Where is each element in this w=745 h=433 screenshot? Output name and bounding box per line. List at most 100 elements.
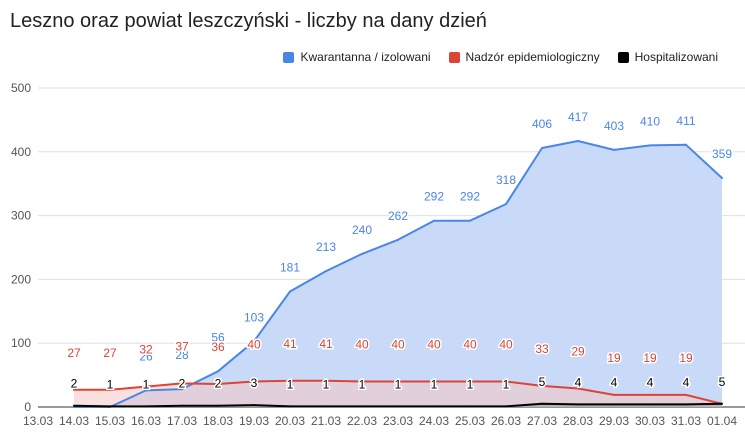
data-point <box>253 340 255 343</box>
data-point <box>433 380 435 383</box>
data-label: 240 <box>352 223 372 237</box>
data-label: 4 <box>647 375 654 389</box>
data-label: 359 <box>712 147 732 161</box>
data-point <box>109 388 111 391</box>
y-tick-label: 400 <box>11 145 31 159</box>
axis-layer: 0 100 200 300 400 500 13.03 14.03 15.03 16.03 17.0… <box>11 81 737 428</box>
data-label: 40 <box>391 337 405 351</box>
data-point <box>685 393 687 396</box>
data-label: 33 <box>535 342 549 356</box>
data-point <box>577 139 579 142</box>
data-point <box>397 405 399 408</box>
data-label: 36 <box>211 340 225 354</box>
x-tick-label: 17.03 <box>167 414 197 428</box>
legend-swatch-quarantine <box>283 51 295 63</box>
x-tick-label: 22.03 <box>347 414 377 428</box>
legend-item-quarantine[interactable]: Kwarantanna / izolowani <box>283 50 431 64</box>
data-label: 292 <box>424 190 444 204</box>
data-point <box>541 146 543 149</box>
data-label: 181 <box>280 261 300 275</box>
data-point <box>577 387 579 390</box>
chart-title: Leszno oraz powiat leszczyński - liczby … <box>10 10 487 32</box>
data-label: 2 <box>179 377 186 391</box>
legend-label-quarantine: Kwarantanna / izolowani <box>300 50 431 64</box>
data-label: 28 <box>175 348 189 362</box>
data-label: 411 <box>676 114 695 128</box>
data-point <box>361 252 363 255</box>
x-tick-label: 20.03 <box>275 414 305 428</box>
data-label: 3 <box>251 376 258 390</box>
data-label: 56 <box>211 330 225 344</box>
y-tick-label: 500 <box>11 81 31 95</box>
legend-label-hospitalized: Hospitalizowani <box>634 50 718 64</box>
y-tick-label: 300 <box>11 209 31 223</box>
data-point <box>361 405 363 408</box>
data-point <box>289 405 291 408</box>
data-point <box>361 380 363 383</box>
data-label: 292 <box>460 190 480 204</box>
data-point <box>649 403 651 406</box>
data-label: 1 <box>431 377 438 391</box>
data-label: 318 <box>496 173 516 187</box>
legend-swatch-supervision <box>448 51 460 63</box>
data-point <box>325 405 327 408</box>
legend-label-supervision: Nadzór epidemiologiczny <box>465 50 600 64</box>
data-point <box>433 405 435 408</box>
data-point <box>253 404 255 407</box>
x-tick-label: 15.03 <box>95 414 125 428</box>
data-label: 27 <box>103 346 117 360</box>
legend-swatch-hospitalized <box>617 51 629 63</box>
data-point <box>217 383 219 386</box>
data-point <box>73 388 75 391</box>
data-point <box>289 290 291 293</box>
data-label: 41 <box>283 337 297 351</box>
data-label: 410 <box>640 114 660 128</box>
legend-item-hospitalized[interactable]: Hospitalizowani <box>617 50 718 64</box>
data-point <box>469 405 471 408</box>
x-tick-label: 18.03 <box>203 414 233 428</box>
data-label: 27 <box>67 346 81 360</box>
data-label: 406 <box>532 117 552 131</box>
data-point <box>613 393 615 396</box>
data-label: 26 <box>139 349 153 363</box>
x-tick-label: 16.03 <box>131 414 161 428</box>
data-label: 262 <box>388 209 408 223</box>
data-point <box>649 393 651 396</box>
data-label: 41 <box>319 337 333 351</box>
data-label: 40 <box>463 337 477 351</box>
data-label: 40 <box>355 337 369 351</box>
data-label: 103 <box>244 310 264 324</box>
data-point <box>397 238 399 241</box>
legend-item-supervision[interactable]: Nadzór epidemiologiczny <box>448 50 600 64</box>
y-tick-label: 100 <box>11 336 31 350</box>
data-point <box>649 144 651 147</box>
data-point <box>145 385 147 388</box>
data-point <box>181 388 183 391</box>
data-point <box>721 176 723 179</box>
data-point <box>469 380 471 383</box>
data-point <box>253 380 255 383</box>
data-label: 40 <box>247 337 261 351</box>
data-label: 213 <box>316 240 336 254</box>
legend: Kwarantanna / izolowani Nadzór epidemiol… <box>265 50 718 64</box>
data-point <box>325 379 327 382</box>
data-label: 1 <box>359 377 366 391</box>
data-label: 40 <box>427 337 441 351</box>
data-point <box>613 403 615 406</box>
data-point <box>73 404 75 407</box>
data-point <box>577 403 579 406</box>
data-label: 4 <box>683 375 690 389</box>
y-tick-label: 200 <box>11 272 31 286</box>
data-label: 1 <box>503 377 510 391</box>
data-label: 5 <box>539 375 546 389</box>
x-tick-label: 21.03 <box>311 414 341 428</box>
data-point <box>721 402 723 405</box>
data-label: 4 <box>611 375 618 389</box>
series-area-0 <box>74 141 722 407</box>
x-tick-label: 01.04 <box>707 414 737 428</box>
data-label: 32 <box>139 343 153 357</box>
data-label: 1 <box>467 377 474 391</box>
x-tick-label: 29.03 <box>599 414 629 428</box>
x-tick-label: 25.03 <box>455 414 485 428</box>
